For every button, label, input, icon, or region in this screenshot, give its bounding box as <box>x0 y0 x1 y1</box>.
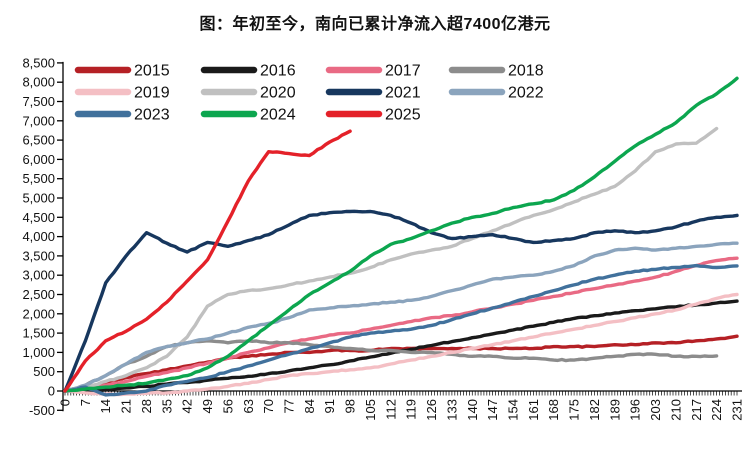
legend-item-2016: 2016 <box>200 63 296 80</box>
legend-label-2017: 2017 <box>385 63 421 80</box>
legend-item-2023: 2023 <box>74 107 170 124</box>
svg-text:217: 217 <box>689 399 704 421</box>
series-2022 <box>63 241 739 393</box>
svg-text:0: 0 <box>58 399 73 406</box>
svg-text:161: 161 <box>526 399 541 421</box>
series-2020 <box>63 126 719 393</box>
legend-item-2017: 2017 <box>325 63 421 80</box>
svg-text:168: 168 <box>546 399 561 421</box>
svg-text:3,000: 3,000 <box>22 268 55 283</box>
series-2025 <box>63 129 352 393</box>
y-axis: 8,500 8,000 7,500 7,000 6,500 6,000 5,500 5,000… <box>22 55 64 418</box>
svg-text:8,000: 8,000 <box>22 75 55 90</box>
svg-text:210: 210 <box>668 399 683 421</box>
svg-text:500: 500 <box>33 364 55 379</box>
svg-text:-500: -500 <box>29 403 55 418</box>
legend-label-2024: 2024 <box>260 107 296 124</box>
chart-title: 图：年初至今，南向已累计净流入超7400亿港元 <box>199 16 551 33</box>
legend-label-2020: 2020 <box>260 85 296 102</box>
svg-text:5,500: 5,500 <box>22 171 55 186</box>
legend-label-2023: 2023 <box>134 107 170 124</box>
svg-text:4,000: 4,000 <box>22 229 55 244</box>
legend-item-2025: 2025 <box>325 107 421 124</box>
svg-text:42: 42 <box>180 399 195 413</box>
svg-text:63: 63 <box>241 399 256 413</box>
svg-text:126: 126 <box>424 399 439 421</box>
svg-text:8,500: 8,500 <box>22 55 55 70</box>
svg-text:203: 203 <box>648 399 663 421</box>
svg-text:7,500: 7,500 <box>22 94 55 109</box>
svg-text:133: 133 <box>444 399 459 421</box>
svg-text:7,000: 7,000 <box>22 113 55 128</box>
svg-text:196: 196 <box>628 399 643 421</box>
svg-text:6,500: 6,500 <box>22 133 55 148</box>
svg-text:0: 0 <box>48 384 55 399</box>
svg-text:7: 7 <box>78 399 93 406</box>
svg-text:91: 91 <box>322 399 337 413</box>
legend-label-2015: 2015 <box>134 63 170 80</box>
series-2024 <box>63 76 739 393</box>
svg-text:84: 84 <box>302 399 317 413</box>
legend-label-2022: 2022 <box>508 85 544 102</box>
svg-text:182: 182 <box>587 399 602 421</box>
svg-text:119: 119 <box>404 399 419 420</box>
legend-item-2024: 2024 <box>200 107 296 124</box>
svg-text:14: 14 <box>98 399 113 413</box>
svg-text:5,000: 5,000 <box>22 191 55 206</box>
series-2017 <box>63 256 739 393</box>
svg-text:189: 189 <box>607 399 622 421</box>
svg-text:49: 49 <box>200 399 215 413</box>
svg-text:112: 112 <box>383 399 398 420</box>
legend-label-2025: 2025 <box>385 107 421 124</box>
svg-text:98: 98 <box>343 399 358 413</box>
svg-text:224: 224 <box>709 399 724 421</box>
svg-text:147: 147 <box>485 399 500 421</box>
svg-text:21: 21 <box>119 399 134 413</box>
series-2021 <box>63 209 739 393</box>
svg-text:154: 154 <box>506 399 521 421</box>
legend: 2015 2016 2017 2018 2019 2020 2021 2022 2023 2024… <box>74 63 544 124</box>
svg-text:28: 28 <box>139 399 154 413</box>
svg-text:4,500: 4,500 <box>22 210 55 225</box>
legend-item-2022: 2022 <box>448 85 544 102</box>
svg-text:2,000: 2,000 <box>22 306 55 321</box>
svg-text:1,500: 1,500 <box>22 326 55 341</box>
x-axis: 0 7 14 21 28 35 42 49 56 63 70 77 84 91 98 105 112 119 126… <box>58 390 745 421</box>
legend-item-2020: 2020 <box>200 85 296 102</box>
legend-label-2019: 2019 <box>134 85 170 102</box>
legend-item-2015: 2015 <box>74 63 170 80</box>
series-2015 <box>63 334 739 393</box>
legend-item-2021: 2021 <box>325 85 421 102</box>
svg-text:175: 175 <box>567 399 582 421</box>
legend-label-2016: 2016 <box>260 63 296 80</box>
svg-text:231: 231 <box>730 399 745 421</box>
svg-text:77: 77 <box>282 399 297 413</box>
legend-label-2021: 2021 <box>385 85 421 102</box>
series-lines <box>63 76 739 397</box>
svg-text:6,000: 6,000 <box>22 152 55 167</box>
svg-text:2,500: 2,500 <box>22 287 55 302</box>
series-2019 <box>63 292 739 397</box>
svg-text:3,500: 3,500 <box>22 248 55 263</box>
legend-item-2019: 2019 <box>74 85 170 102</box>
svg-text:1,000: 1,000 <box>22 345 55 360</box>
legend-item-2018: 2018 <box>448 63 544 80</box>
svg-text:140: 140 <box>465 399 480 421</box>
svg-text:35: 35 <box>159 399 174 413</box>
legend-label-2018: 2018 <box>508 63 544 80</box>
svg-text:105: 105 <box>363 399 378 421</box>
svg-text:70: 70 <box>261 399 276 413</box>
series-2023 <box>63 263 739 397</box>
svg-text:56: 56 <box>220 399 235 413</box>
